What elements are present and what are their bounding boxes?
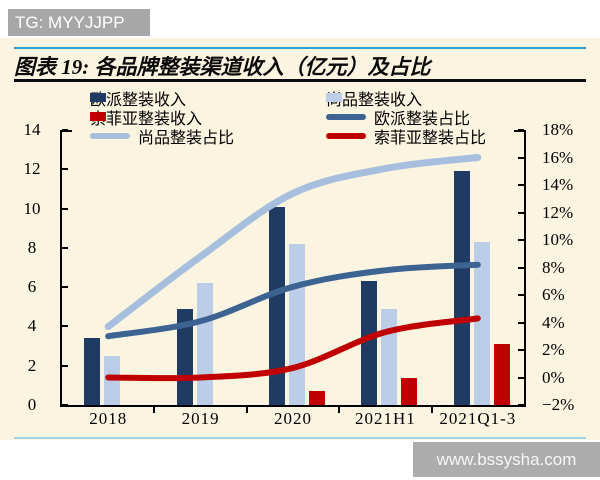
chart-legend: 欧派整装收入 尚品整装收入索菲亚整装收入 欧派整装占比尚品整装占比 索菲亚整装占比 — [90, 88, 550, 147]
y-axis-right-label: 18% — [542, 120, 574, 139]
legend-item-索菲亚整装收入: 索菲亚整装收入 — [90, 107, 326, 128]
x-axis-label-2019: 2019 — [181, 409, 220, 428]
y-axis-right-tick — [518, 129, 524, 131]
y-axis-right-tick — [518, 376, 524, 379]
y-axis-right-line — [524, 130, 526, 407]
y-axis-left-tick — [62, 286, 68, 289]
y-axis-left-tick — [62, 325, 68, 328]
legend-swatch-尚品整装占比 — [90, 132, 130, 139]
legend-item-索菲亚整装占比: 索菲亚整装占比 — [326, 126, 550, 147]
bar-欧派整装收入-2020 — [269, 206, 285, 405]
y-axis-right-tick — [518, 266, 524, 269]
chart-title: 图表 19: 各品牌整装渠道收入（亿元）及占比 — [14, 55, 431, 79]
legend-item-尚品整装占比: 尚品整装占比 — [90, 126, 326, 147]
x-axis-tick — [430, 407, 433, 413]
y-axis-left-label: 12 — [23, 159, 41, 179]
top-accent-rule — [14, 47, 586, 49]
y-axis-left-label: 2 — [27, 355, 37, 375]
x-axis-label-2020: 2020 — [274, 409, 312, 428]
y-axis-right-tick — [518, 321, 524, 324]
y-axis-right-tick — [518, 404, 524, 406]
bar-索菲亚整装收入-2021Q1-3 — [493, 344, 510, 405]
legend-swatch-欧派整装占比 — [326, 113, 366, 120]
legend-label: 索菲亚整装收入 — [90, 110, 203, 128]
line-尚品整装占比 — [104, 154, 482, 331]
y-axis-right-label: 8% — [542, 257, 565, 277]
y-axis-right-tick — [518, 294, 524, 296]
x-axis-tick — [245, 407, 248, 413]
y-axis-right-tick — [518, 156, 524, 159]
legend-label: 欧派整装占比 — [374, 110, 471, 128]
bar-索菲亚整装收入-2021H1 — [401, 377, 418, 405]
y-axis-left-tick — [62, 168, 68, 171]
y-axis-right-label: 0% — [542, 367, 565, 387]
legend-item-欧派整装收入: 欧派整装收入 — [90, 88, 326, 109]
y-axis-left-tick — [62, 129, 68, 131]
y-axis-right-topcap — [514, 130, 526, 132]
legend-label: 欧派整装收入 — [90, 91, 187, 109]
site-watermark: www.bssysha.com — [413, 442, 600, 477]
y-axis-right-label: 6% — [542, 285, 565, 304]
y-axis-right-label: 12% — [542, 202, 574, 222]
line-欧派整装占比 — [105, 261, 481, 340]
y-axis-right-label: −2% — [542, 395, 575, 414]
legend-item-欧派整装占比: 欧派整装占比 — [326, 107, 550, 128]
x-axis-label-2021H1: 2021H1 — [355, 409, 416, 428]
bar-尚品整装收入-2021Q1-3 — [473, 241, 490, 405]
y-axis-left-tick — [62, 246, 68, 249]
legend-label: 索菲亚整装占比 — [374, 129, 487, 147]
y-axis-left-label: 6 — [27, 277, 37, 297]
y-axis-left-label: 8 — [27, 237, 37, 257]
y-axis-right-label: 10% — [542, 230, 574, 249]
legend-swatch-欧派整装收入 — [90, 93, 106, 102]
y-axis-left-label: 0 — [27, 395, 37, 414]
title-underline — [14, 79, 586, 82]
y-axis-left-label: 4 — [27, 316, 37, 336]
y-axis-right-tick — [518, 239, 524, 241]
legend-label: 尚品整装占比 — [138, 129, 235, 147]
y-axis-right-label: 16% — [542, 147, 574, 167]
y-axis-left-label: 10 — [23, 198, 41, 218]
legend-swatch-索菲亚整装收入 — [90, 112, 106, 121]
bar-欧派整装收入-2018 — [84, 338, 101, 405]
x-axis-label-2018: 2018 — [89, 409, 128, 428]
y-axis-left-tick — [62, 404, 68, 406]
y-axis-right-label: 14% — [542, 175, 574, 194]
bottom-accent-rule — [14, 437, 586, 439]
bar-索菲亚整装收入-2020 — [309, 391, 325, 405]
y-axis-right-tick — [518, 349, 524, 351]
tg-badge-text: TG: MYYJJPP — [15, 13, 125, 32]
x-axis-line — [60, 405, 526, 407]
legend-swatch-尚品整装收入 — [326, 93, 342, 102]
site-watermark-text: www.bssysha.com — [436, 449, 577, 469]
bar-欧派整装收入-2021Q1-3 — [453, 171, 470, 405]
x-axis-label-2021Q1-3: 2021Q1-3 — [439, 409, 517, 428]
y-axis-left-line — [60, 130, 62, 407]
y-axis-right-label: 4% — [542, 312, 565, 332]
legend-swatch-索菲亚整装占比 — [326, 132, 366, 139]
y-axis-left-topcap — [60, 130, 72, 132]
y-axis-left-tick — [62, 207, 68, 210]
y-axis-left-label: 14 — [23, 120, 41, 139]
y-axis-right-label: 2% — [542, 340, 565, 359]
y-axis-right-tick — [518, 184, 524, 186]
x-axis-tick — [338, 407, 341, 413]
bar-欧派整装收入-2021H1 — [361, 281, 378, 405]
y-axis-left-tick — [62, 364, 68, 367]
x-axis-tick — [153, 407, 156, 413]
legend-item-尚品整装收入: 尚品整装收入 — [326, 88, 550, 109]
line-索菲亚整装占比 — [105, 315, 481, 382]
tg-watermark-badge: TG: MYYJJPP — [8, 9, 150, 36]
y-axis-right-tick — [518, 211, 524, 214]
legend-label: 尚品整装收入 — [326, 91, 423, 109]
